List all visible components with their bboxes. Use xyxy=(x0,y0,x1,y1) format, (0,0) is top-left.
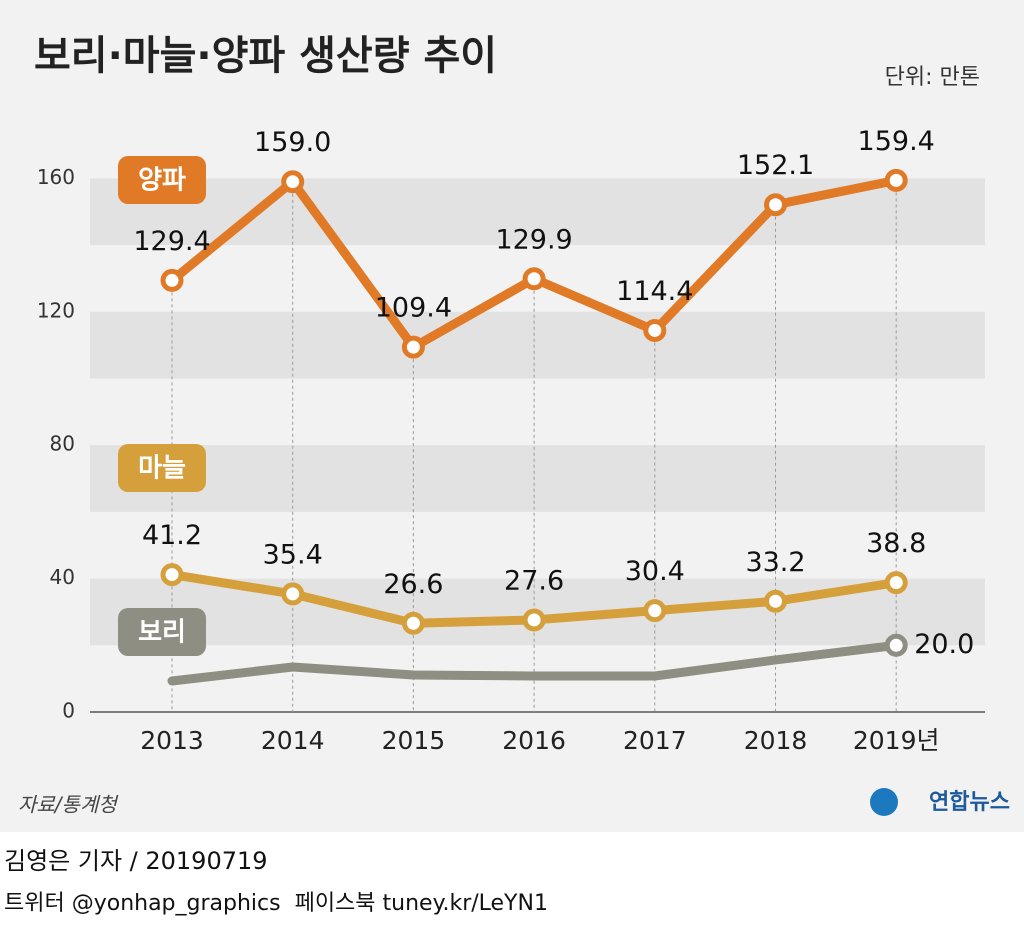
data-point xyxy=(764,193,787,217)
chart-title: 보리·마늘·양파 생산량 추이 xyxy=(34,33,497,79)
x-tick-label: 2019년 xyxy=(853,726,940,755)
x-tick-label: 2018 xyxy=(744,726,808,755)
value-label: 152.1 xyxy=(737,150,814,181)
data-point xyxy=(884,633,908,657)
y-tick-label: 0 xyxy=(62,699,75,723)
legend-label: 보리 xyxy=(138,618,186,648)
data-point xyxy=(281,170,305,194)
social: 트위터 @yonhap_graphics 페이스북 tuney.kr/LeYN1 xyxy=(4,891,548,916)
legend-box xyxy=(118,444,206,492)
value-label: 35.4 xyxy=(263,539,323,570)
value-label: 20.0 xyxy=(914,629,974,660)
legend-label: 양파 xyxy=(138,166,186,196)
data-point xyxy=(281,582,305,606)
x-tick-label: 2013 xyxy=(140,726,204,755)
byline: 김영은 기자 / 20190719 xyxy=(4,847,268,875)
value-label: 27.6 xyxy=(504,565,564,596)
value-label: 114.4 xyxy=(616,276,693,307)
y-tick-label: 80 xyxy=(50,432,75,456)
source: 자료/통계청 xyxy=(18,793,119,817)
value-label: 159.4 xyxy=(858,126,935,157)
value-label: 129.9 xyxy=(495,224,572,255)
y-tick-label: 120 xyxy=(37,298,75,322)
data-point xyxy=(884,571,908,595)
data-point xyxy=(401,335,425,359)
value-label: 33.2 xyxy=(745,547,805,578)
data-point xyxy=(401,611,425,635)
data-point xyxy=(160,563,184,587)
grid-band xyxy=(90,311,985,379)
legend-label: 마늘 xyxy=(138,454,186,484)
data-point xyxy=(884,168,908,192)
value-label: 159.0 xyxy=(254,127,331,158)
value-label: 109.4 xyxy=(375,293,452,324)
data-point xyxy=(643,318,667,342)
grid-band xyxy=(90,445,985,512)
chart-background xyxy=(0,0,1024,832)
x-tick-label: 2016 xyxy=(502,726,566,755)
value-label: 30.4 xyxy=(625,556,685,587)
legend-box xyxy=(118,608,206,656)
logo-icon xyxy=(870,788,898,816)
series-line xyxy=(167,640,901,686)
value-label: 38.8 xyxy=(866,528,926,559)
legend-box xyxy=(118,156,206,204)
x-tick-label: 2015 xyxy=(382,726,446,755)
data-point xyxy=(643,599,667,623)
x-tick-label: 2014 xyxy=(261,726,325,755)
value-label: 41.2 xyxy=(142,520,202,551)
data-point xyxy=(764,589,787,613)
logo: 연합뉴스 xyxy=(929,789,1010,815)
data-point xyxy=(160,268,184,292)
y-tick-label: 40 xyxy=(50,565,75,589)
value-label: 129.4 xyxy=(133,226,210,257)
x-tick-label: 2017 xyxy=(623,726,687,755)
data-point xyxy=(522,267,546,291)
data-point xyxy=(522,608,546,632)
value-label: 26.6 xyxy=(383,569,443,600)
unit-label: 단위: 만톤 xyxy=(885,65,980,90)
y-tick-label: 160 xyxy=(37,165,75,189)
